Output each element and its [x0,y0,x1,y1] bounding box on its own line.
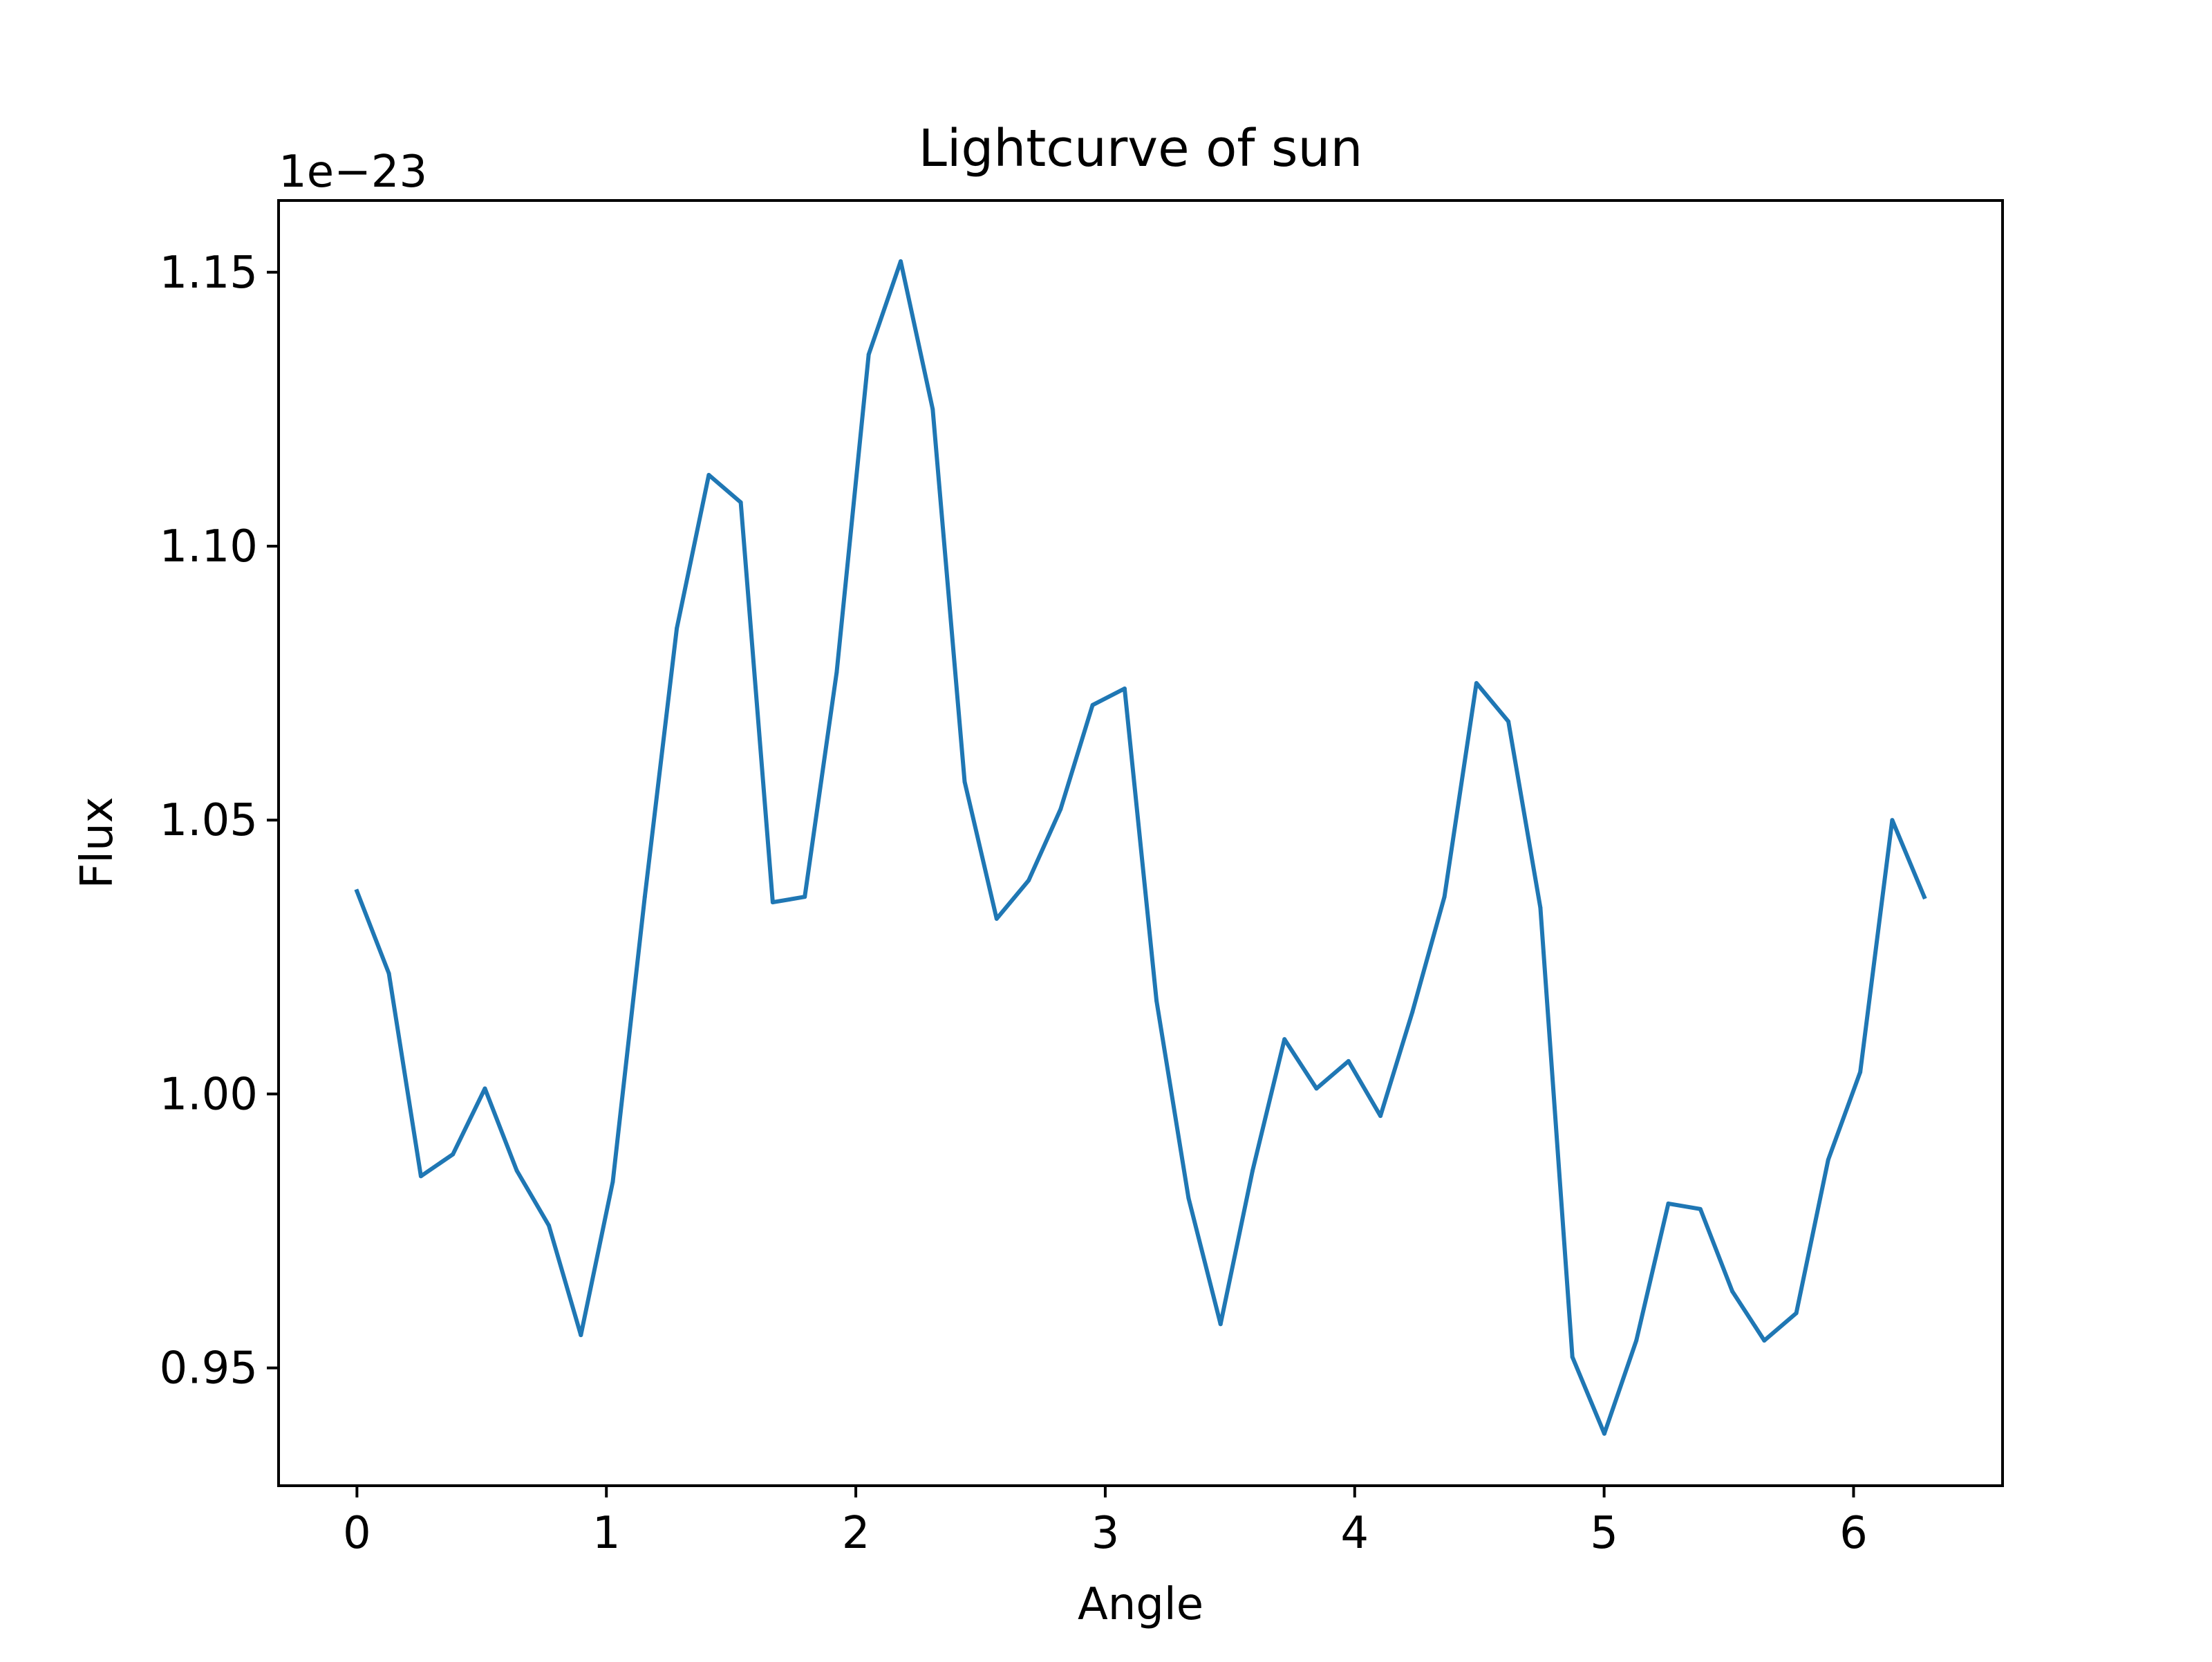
y-tick-label: 1.00 [160,1069,259,1120]
flux-data-point [418,1174,423,1179]
flux-data-point [706,472,711,477]
flux-data-point [898,259,903,263]
y-axis-label: Flux [72,796,123,888]
flux-data-point [547,1223,552,1228]
x-axis-ticks: 0 1 2 3 4 5 6 [343,1486,1868,1559]
flux-data-point [770,900,775,905]
flux-data-point [930,407,935,411]
flux-data-point [834,670,839,675]
flux-data-point [1666,1201,1671,1206]
flux-data-point [1154,998,1159,1003]
flux-data-point [1506,719,1511,724]
flux-data-point [1538,906,1543,911]
flux-data-point [482,1086,487,1091]
flux-data-point [866,352,871,357]
flux-data-point [386,971,391,976]
flux-data-point [1442,895,1447,899]
x-tick-label: 6 [1839,1508,1868,1559]
plot-area-frame [277,199,2004,1487]
chart-title: Lightcurve of sun [919,119,1363,178]
x-tick-label: 4 [1340,1508,1369,1559]
flux-data-point [962,779,967,784]
y-axis-ticks: 0.95 1.00 1.05 1.10 1.15 [160,248,279,1394]
flux-data-point [1762,1338,1767,1343]
flux-data-point [1410,1009,1415,1014]
flux-data-point [514,1168,519,1173]
y-tick-label: 1.10 [160,521,259,572]
x-tick-label: 0 [343,1508,371,1559]
series-layer [354,259,1927,1436]
x-tick-label: 2 [842,1508,870,1559]
x-tick-label: 5 [1590,1508,1618,1559]
flux-data-point [1250,1168,1255,1173]
flux-data-point [1890,818,1895,823]
y-tick-label: 1.15 [160,248,259,299]
flux-data-point [1122,687,1127,691]
flux-data-point [738,500,743,505]
flux-data-point [1922,895,1927,899]
flux-data-point [1282,1037,1287,1042]
flux-data-point [1378,1114,1383,1119]
flux-data-point [610,1179,615,1184]
flux-data-point [1058,807,1063,812]
flux-data-point [803,895,807,899]
flux-data-point [451,1152,456,1157]
flux-data-point [1858,1070,1863,1074]
flux-data-point [994,916,999,921]
flux-data-point [1314,1086,1319,1091]
x-tick-label: 1 [592,1508,621,1559]
y-tick-label: 0.95 [160,1343,259,1394]
flux-data-point [1570,1354,1575,1359]
flux-data-point [1794,1311,1799,1316]
flux-data-point [1698,1206,1703,1211]
x-axis-label: Angle [1078,1579,1203,1630]
flux-data-point [1474,681,1479,686]
flux-data-point [1826,1157,1830,1162]
flux-data-point [1218,1322,1223,1327]
flux-data-point [1634,1338,1639,1343]
flux-series-line [354,259,1927,1436]
flux-data-point [579,1333,583,1338]
flux-data-point [642,895,647,899]
flux-data-point [1027,878,1031,883]
y-offset-text: 1e−23 [279,147,427,198]
y-tick-label: 1.05 [160,795,259,846]
x-tick-label: 3 [1091,1508,1120,1559]
flux-data-point [1186,1195,1191,1200]
flux-data-point [1090,702,1095,707]
flux-data-point [1602,1431,1606,1436]
flux-data-point [1346,1058,1351,1063]
flux-data-point [675,626,679,631]
flux-data-point [355,889,359,894]
flux-data-point [1730,1289,1735,1294]
